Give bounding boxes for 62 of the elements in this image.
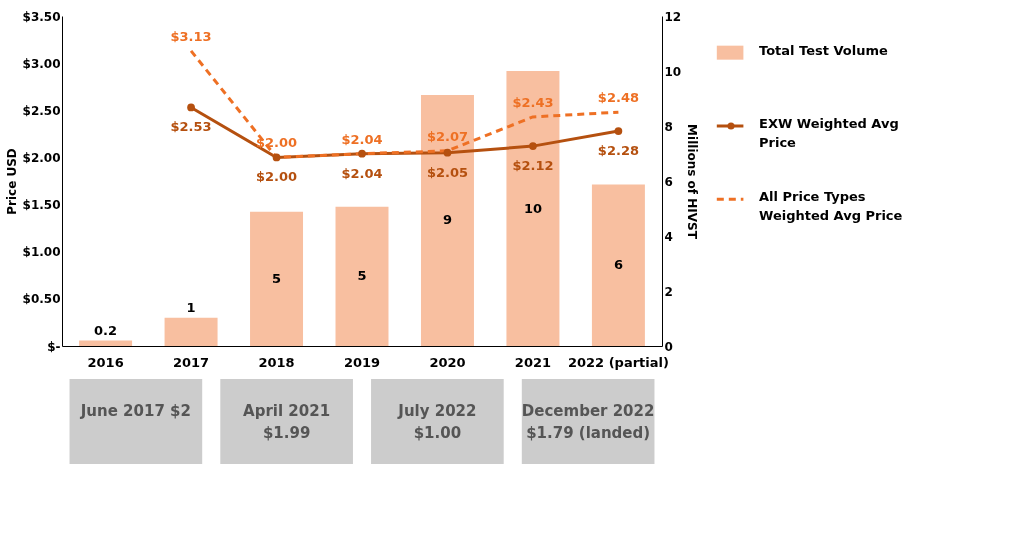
- data-label: $2.07: [426, 128, 469, 144]
- point: [272, 153, 281, 162]
- x-tick-label: 2021: [514, 354, 552, 370]
- y-axis-title: Price USD: [4, 148, 19, 215]
- x-tick-label: 2016: [87, 354, 124, 370]
- data-label: $2.12: [512, 158, 554, 174]
- y-tick-label: $3.50: [22, 9, 61, 24]
- legend-label: EXW Weighted Avg Price: [759, 116, 899, 150]
- bar: [335, 206, 389, 346]
- x-tick-label: 2019: [343, 354, 381, 370]
- data-label: $3.13: [170, 28, 212, 44]
- data-label: $2.48: [597, 90, 639, 106]
- point: [614, 127, 623, 135]
- bar: [164, 317, 218, 346]
- y2-axis-title: Millions of HIVST: [685, 124, 700, 240]
- data-label: 9: [442, 212, 452, 228]
- y-tick-label: $3.00: [22, 56, 61, 71]
- data-label: 6: [613, 257, 623, 273]
- y-tick-label: $1.50: [22, 198, 61, 213]
- y2-tick-label: 2: [664, 284, 673, 299]
- data-label: $2.53: [170, 119, 212, 135]
- data-label: $2.28: [597, 143, 639, 159]
- point: [529, 142, 537, 150]
- text: July 2022 $1.00: [397, 402, 477, 442]
- data-label: $2.43: [512, 94, 554, 110]
- y2-tick-label: 8: [664, 119, 673, 134]
- y2-tick-label: 6: [664, 174, 673, 189]
- text: December 2022 $1.79 (landed): [521, 402, 655, 442]
- x-tick-label: 2018: [258, 354, 295, 370]
- bar: [250, 211, 304, 346]
- data-label: 10: [523, 200, 542, 216]
- y-tick-label: $2.50: [22, 103, 61, 118]
- text: June 2017 $2: [79, 402, 191, 420]
- bar: [420, 94, 474, 346]
- y2-tick-label: 0: [664, 339, 673, 354]
- data-label: 0.2: [94, 322, 118, 338]
- y-tick-label: $2.00: [22, 150, 61, 165]
- bar: [506, 71, 560, 346]
- x-tick-label: 2017: [172, 354, 210, 370]
- point: [187, 103, 195, 112]
- point: [443, 148, 452, 157]
- text: April 2021 $1.99: [243, 402, 331, 442]
- y-tick-label: $-: [47, 339, 61, 354]
- data-label: 1: [186, 299, 196, 315]
- legend-label: All Price Types Weighted Avg Price: [759, 189, 903, 224]
- data-label: $2.05: [426, 164, 469, 180]
- y2-tick-label: 4: [664, 229, 673, 244]
- x-tick-label: 2020: [429, 354, 466, 370]
- data-label: $2.04: [341, 131, 383, 147]
- bar: [79, 340, 133, 346]
- point: [358, 149, 366, 158]
- y2-tick-label: 12: [664, 9, 682, 24]
- data-label: $2.04: [341, 165, 383, 181]
- legend-label: Total Test Volume: [759, 42, 889, 58]
- data-label: 5: [272, 270, 282, 286]
- data-label: $2.00: [255, 169, 298, 185]
- y-tick-label: $0.50: [22, 292, 61, 307]
- y-tick-label: $1.00: [22, 245, 61, 260]
- bar: [591, 184, 645, 346]
- y2-tick-label: 10: [664, 64, 682, 79]
- data-label: 5: [357, 268, 367, 284]
- x-tick-label: 2022 (partial): [567, 354, 669, 370]
